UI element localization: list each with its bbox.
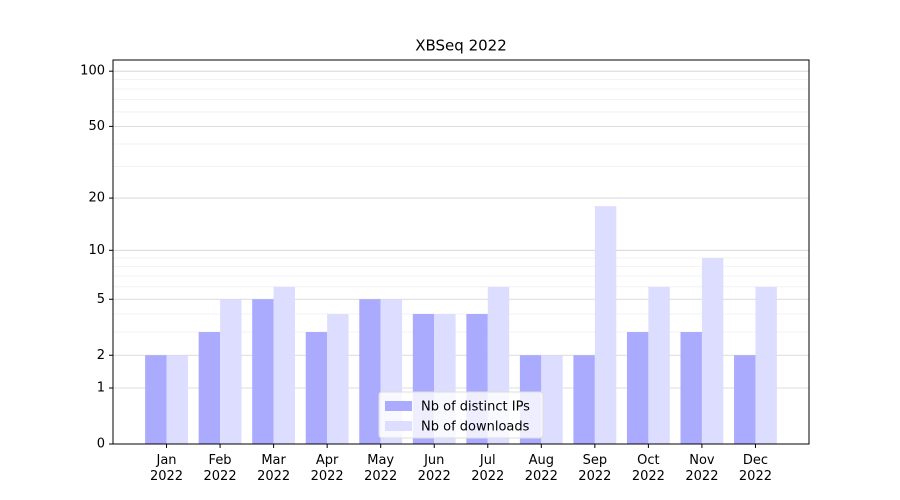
legend-swatch [385, 401, 412, 411]
bar [648, 286, 670, 444]
bar [273, 286, 296, 444]
y-tick-label: 10 [88, 243, 105, 258]
y-tick-label: 20 [88, 191, 105, 206]
bar [198, 332, 221, 444]
bar [166, 355, 188, 444]
bar [680, 332, 702, 444]
x-tick-label: Nov 2022 [685, 453, 719, 484]
bar [145, 355, 167, 444]
y-tick-label: 5 [97, 292, 105, 307]
x-tick-label: Apr 2022 [310, 453, 344, 484]
x-tick-label: Sep 2022 [578, 453, 612, 484]
x-tick-label: Oct 2022 [631, 453, 665, 484]
bar [573, 355, 595, 444]
chart-title: XBSeq 2022 [415, 37, 507, 55]
x-tick-label: May 2022 [364, 453, 398, 484]
bar [734, 355, 756, 444]
bar [220, 299, 242, 444]
y-tick-label: 100 [80, 64, 105, 79]
bar [755, 286, 777, 444]
bar [701, 257, 724, 444]
legend-label: Nb of distinct IPs [421, 400, 530, 415]
bar [594, 206, 617, 444]
x-tick-label: Jan 2022 [149, 453, 184, 484]
legend-box [378, 391, 544, 439]
y-tick-label: 0 [97, 437, 105, 452]
y-tick-label: 1 [97, 381, 105, 396]
x-tick-label: Aug 2022 [524, 453, 558, 484]
legend-swatch [385, 421, 412, 431]
y-tick-label: 2 [97, 348, 105, 363]
x-tick-label: Mar 2022 [257, 453, 291, 484]
x-tick-label: Feb 2022 [203, 453, 237, 484]
x-tick-label: Jul 2022 [471, 453, 505, 484]
bar [541, 355, 563, 444]
bar [327, 313, 349, 444]
x-tick-label: Dec 2022 [738, 453, 772, 484]
bar [626, 332, 649, 444]
legend-label: Nb of downloads [421, 420, 530, 435]
bar [359, 299, 381, 444]
bar [305, 332, 328, 444]
plot-frame [112, 59, 810, 445]
x-tick-label: Jun 2022 [417, 453, 451, 484]
y-tick-label: 50 [88, 119, 105, 134]
bar [252, 299, 274, 444]
